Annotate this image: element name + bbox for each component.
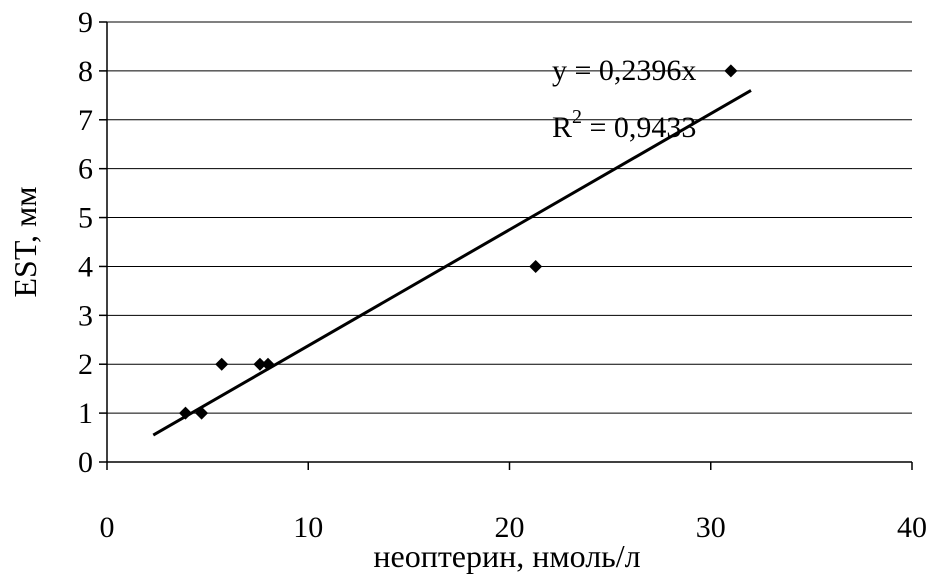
r-squared-label: R2 = 0,9433 xyxy=(552,106,696,144)
x-tick-label: 30 xyxy=(696,511,726,544)
y-tick-labels: 0 1 2 3 4 5 6 7 8 9 xyxy=(78,6,107,479)
horizontal-gridlines xyxy=(107,21,912,414)
data-point xyxy=(529,259,543,273)
x-axis-title: неоптерин, нмоль/л xyxy=(373,538,640,574)
data-point xyxy=(195,406,209,420)
axes xyxy=(106,22,912,463)
x-tick-label: 10 xyxy=(293,511,323,544)
data-point xyxy=(215,357,229,371)
trendline xyxy=(152,89,752,437)
trendline-equation: y = 0,2396x xyxy=(552,54,696,87)
data-point xyxy=(178,406,192,420)
data-point xyxy=(253,357,267,371)
y-tick-label: 2 xyxy=(78,348,93,381)
data-point xyxy=(261,357,275,371)
r-squared-letter: R xyxy=(552,111,572,144)
y-tick-label: 5 xyxy=(78,202,93,235)
y-tick-label: 3 xyxy=(78,299,93,332)
y-tick-label: 1 xyxy=(78,397,93,430)
x-tick-label: 40 xyxy=(897,511,927,544)
y-axis-title: EST, мм xyxy=(7,186,43,297)
x-tick-label: 0 xyxy=(100,511,115,544)
r-squared-superscript: 2 xyxy=(572,106,582,128)
data-points xyxy=(178,64,738,420)
x-tick-label: 20 xyxy=(495,511,525,544)
y-tick-label: 7 xyxy=(78,104,93,137)
y-tick-label: 6 xyxy=(78,153,93,186)
y-tick-label: 9 xyxy=(78,6,93,39)
data-point xyxy=(724,64,738,78)
r-squared-value: = 0,9433 xyxy=(582,111,696,144)
x-tick-labels: 0 10 20 30 40 xyxy=(100,462,927,544)
y-tick-label: 4 xyxy=(78,250,93,283)
y-tick-label: 8 xyxy=(78,55,93,88)
y-tick-label: 0 xyxy=(78,446,93,479)
